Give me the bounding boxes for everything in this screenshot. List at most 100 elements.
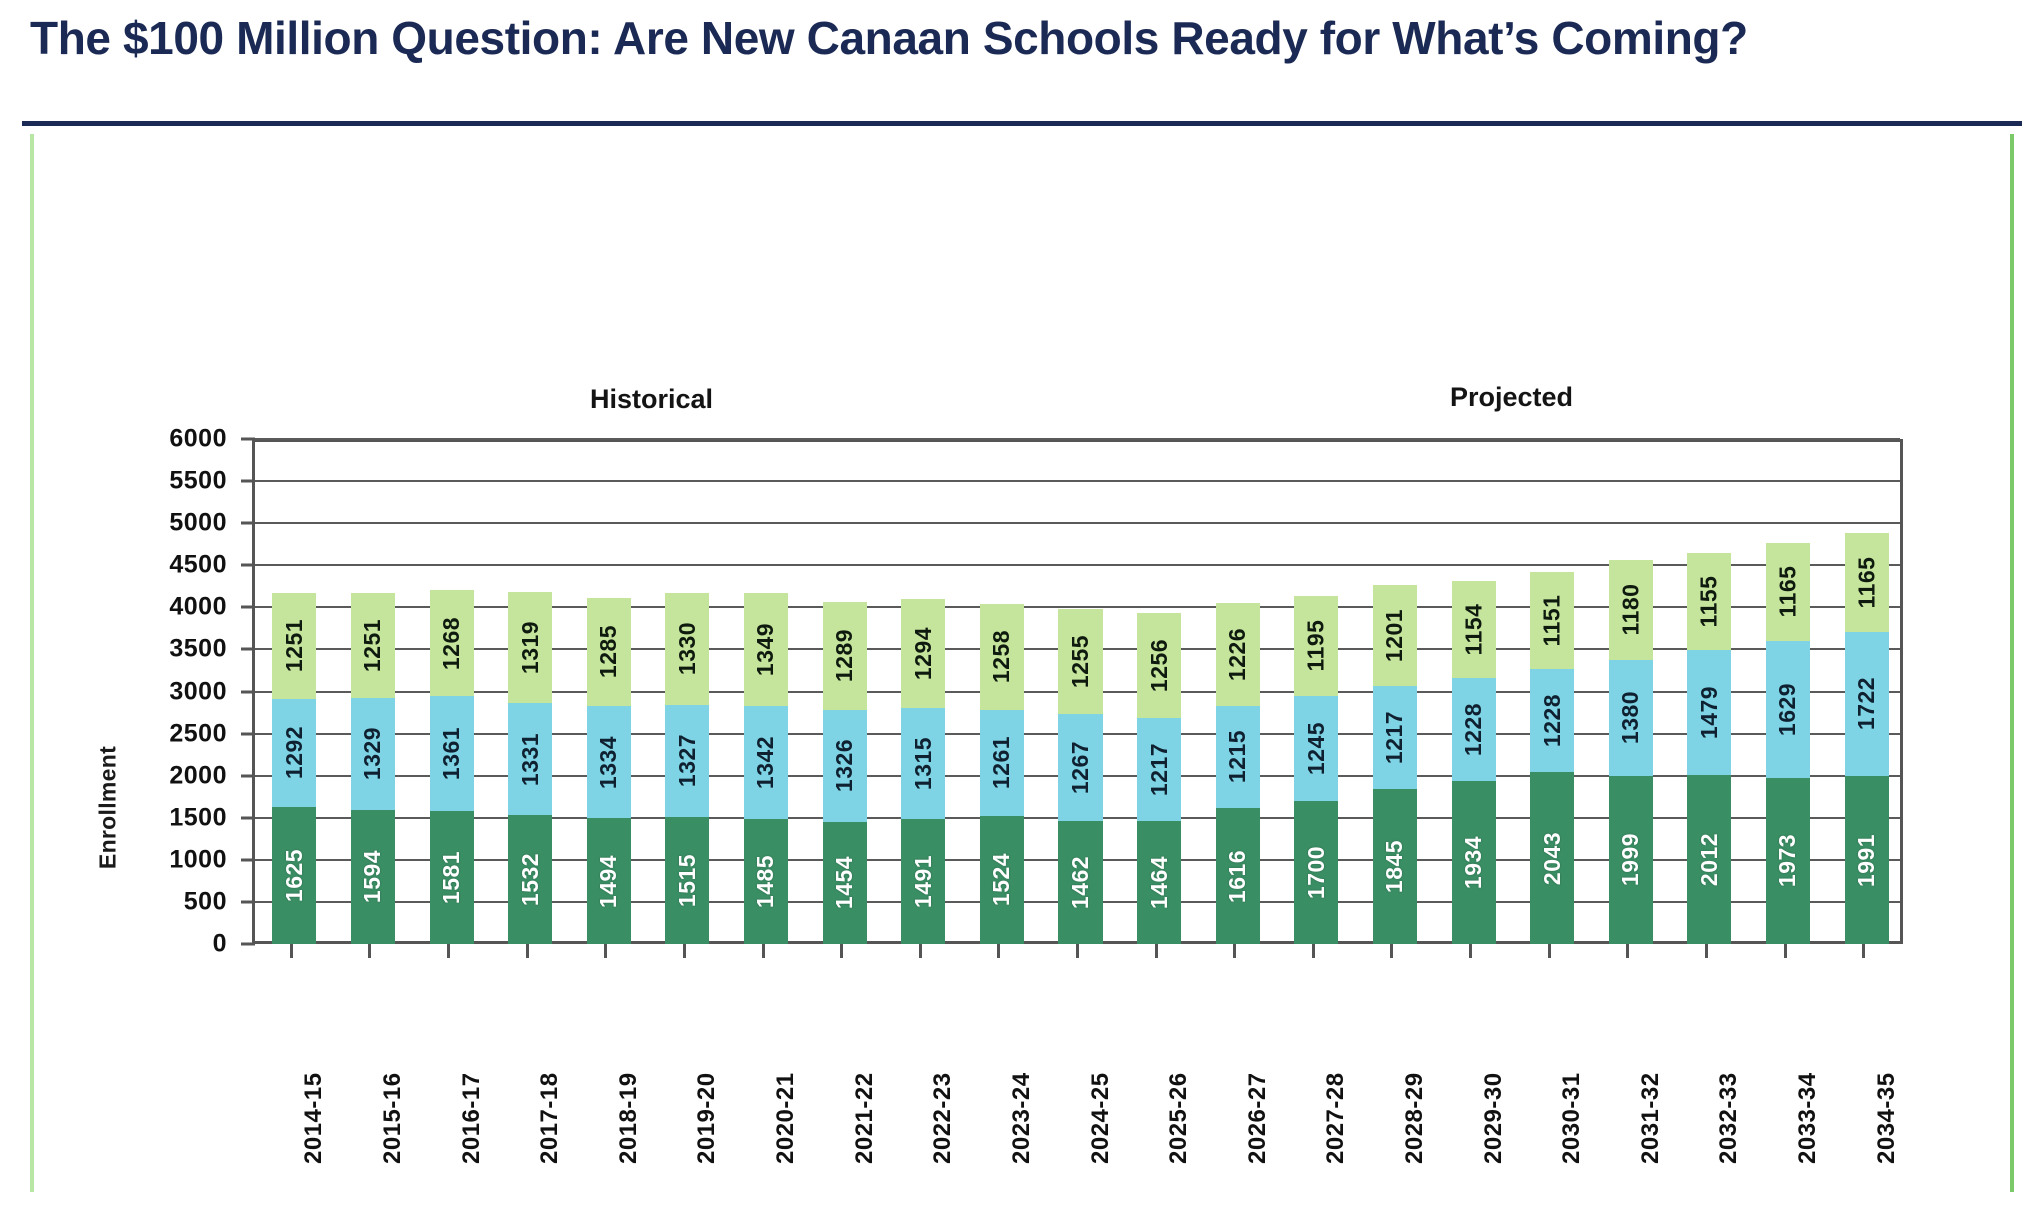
x-tick-mark bbox=[1076, 944, 1079, 958]
bar-segment-middle[interactable]: 1315 bbox=[901, 707, 946, 819]
bar-segment-middle[interactable]: 1215 bbox=[1215, 705, 1260, 808]
bar-segment-middle[interactable]: 1629 bbox=[1766, 640, 1811, 778]
bar-value-label: 1494 bbox=[595, 854, 622, 908]
bar-segment-elementary[interactable]: 1462 bbox=[1058, 820, 1103, 944]
bar-value-label: 1226 bbox=[1224, 627, 1251, 681]
bar-group[interactable]: 1462 1267 1255 bbox=[1058, 608, 1103, 944]
bar-segment-elementary[interactable]: 1532 bbox=[508, 815, 553, 944]
bar-segment-high[interactable]: 1201 bbox=[1372, 585, 1417, 687]
bar-group[interactable]: 1999 1380 1180 bbox=[1608, 560, 1653, 944]
bar-segment-elementary[interactable]: 1616 bbox=[1215, 808, 1260, 944]
bar-value-label: 1329 bbox=[359, 727, 386, 781]
gridline bbox=[255, 606, 1900, 609]
bar-group[interactable]: 1594 1329 1251 bbox=[350, 592, 395, 944]
bar-segment-high[interactable]: 1319 bbox=[508, 592, 553, 704]
bar-group[interactable]: 1485 1342 1349 bbox=[744, 592, 789, 944]
bar-group[interactable]: 1616 1215 1226 bbox=[1215, 602, 1260, 944]
bar-segment-high[interactable]: 1294 bbox=[901, 598, 946, 708]
bar-value-label: 1380 bbox=[1617, 691, 1644, 745]
bar-group[interactable]: 1581 1361 1268 bbox=[429, 589, 474, 944]
bar-group[interactable]: 1973 1629 1165 bbox=[1766, 542, 1811, 944]
bar-segment-middle[interactable]: 1292 bbox=[272, 698, 317, 808]
bar-group[interactable]: 2043 1228 1151 bbox=[1530, 571, 1575, 944]
bar-segment-high[interactable]: 1165 bbox=[1766, 542, 1811, 641]
bar-segment-elementary[interactable]: 1581 bbox=[429, 810, 474, 944]
bar-segment-middle[interactable]: 1217 bbox=[1137, 718, 1182, 821]
bar-segment-high[interactable]: 1155 bbox=[1687, 553, 1732, 651]
bar-segment-middle[interactable]: 1228 bbox=[1451, 677, 1496, 782]
bar-segment-high[interactable]: 1268 bbox=[429, 589, 474, 697]
x-tick-label: 2015-16 bbox=[378, 1072, 406, 1164]
bar-segment-middle[interactable]: 1261 bbox=[979, 709, 1024, 816]
bar-group[interactable]: 1454 1326 1289 bbox=[822, 601, 867, 944]
x-tick-label: 2014-15 bbox=[300, 1072, 328, 1164]
bar-segment-high[interactable]: 1180 bbox=[1608, 560, 1653, 660]
bar-segment-middle[interactable]: 1245 bbox=[1294, 696, 1339, 801]
bar-segment-middle[interactable]: 1380 bbox=[1608, 659, 1653, 776]
bar-segment-middle[interactable]: 1722 bbox=[1844, 631, 1889, 777]
bar-segment-middle[interactable]: 1217 bbox=[1372, 686, 1417, 789]
bar-group[interactable]: 1532 1331 1319 bbox=[508, 592, 553, 944]
x-tick-mark bbox=[1862, 944, 1866, 958]
bar-group[interactable]: 2012 1479 1155 bbox=[1687, 553, 1732, 944]
bar-segment-elementary[interactable]: 1999 bbox=[1608, 775, 1653, 944]
projected-period-label: Projected bbox=[1450, 382, 1574, 412]
bar-segment-elementary[interactable]: 1491 bbox=[901, 818, 946, 944]
bar-segment-elementary[interactable]: 1454 bbox=[822, 821, 867, 944]
bar-segment-elementary[interactable]: 1973 bbox=[1766, 777, 1811, 944]
bar-segment-middle[interactable]: 1326 bbox=[822, 710, 867, 822]
bar-group[interactable]: 1515 1327 1330 bbox=[665, 592, 710, 944]
bar-group[interactable]: 1524 1261 1258 bbox=[979, 603, 1024, 944]
bar-segment-middle[interactable]: 1479 bbox=[1687, 650, 1732, 775]
bar-value-label: 1217 bbox=[1145, 742, 1172, 797]
bar-segment-elementary[interactable]: 1700 bbox=[1294, 800, 1339, 944]
bar-segment-elementary[interactable]: 1515 bbox=[665, 816, 710, 944]
bar-segment-middle[interactable]: 1327 bbox=[665, 704, 710, 817]
bar-segment-high[interactable]: 1256 bbox=[1137, 612, 1182, 719]
y-tick-label: 4500 bbox=[169, 550, 227, 579]
bar-group[interactable]: 1700 1245 1195 bbox=[1294, 595, 1339, 944]
bar-segment-elementary[interactable]: 1524 bbox=[979, 815, 1024, 944]
bar-group[interactable]: 1934 1228 1154 bbox=[1451, 580, 1496, 944]
bar-segment-middle[interactable]: 1334 bbox=[586, 706, 631, 819]
bar-segment-high[interactable]: 1165 bbox=[1844, 533, 1889, 632]
bar-segment-high[interactable]: 1258 bbox=[979, 603, 1024, 710]
bar-segment-middle[interactable]: 1329 bbox=[350, 698, 395, 810]
bar-segment-high[interactable]: 1255 bbox=[1058, 608, 1103, 715]
bar-segment-high[interactable]: 1226 bbox=[1215, 602, 1260, 706]
x-tick-label: 2026-27 bbox=[1243, 1072, 1271, 1164]
bar-segment-elementary[interactable]: 1494 bbox=[586, 818, 631, 944]
bar-segment-middle[interactable]: 1361 bbox=[429, 696, 474, 811]
bar-segment-high[interactable]: 1251 bbox=[350, 592, 395, 698]
bar-segment-high[interactable]: 1151 bbox=[1530, 571, 1575, 669]
bar-segment-high[interactable]: 1349 bbox=[744, 592, 789, 707]
bar-segment-middle[interactable]: 1267 bbox=[1058, 714, 1103, 821]
bar-group[interactable]: 1845 1217 1201 bbox=[1372, 585, 1417, 944]
bar-segment-elementary[interactable]: 1845 bbox=[1372, 788, 1417, 944]
bar-group[interactable]: 1494 1334 1285 bbox=[586, 597, 631, 944]
bar-segment-middle[interactable]: 1331 bbox=[508, 703, 553, 816]
bar-group[interactable]: 1491 1315 1294 bbox=[901, 598, 946, 944]
bar-group[interactable]: 1464 1217 1256 bbox=[1137, 612, 1182, 944]
bar-segment-high[interactable]: 1154 bbox=[1451, 580, 1496, 678]
bar-segment-middle[interactable]: 1342 bbox=[744, 706, 789, 820]
bar-segment-elementary[interactable]: 2043 bbox=[1530, 772, 1575, 944]
bar-segment-high[interactable]: 1330 bbox=[665, 592, 710, 705]
bar-segment-high[interactable]: 1195 bbox=[1294, 595, 1339, 697]
bar-segment-elementary[interactable]: 2012 bbox=[1687, 774, 1732, 944]
bar-segment-middle[interactable]: 1228 bbox=[1530, 668, 1575, 773]
bar-value-label: 1255 bbox=[1066, 634, 1093, 689]
bar-segment-elementary[interactable]: 1934 bbox=[1451, 781, 1496, 944]
bar-segment-elementary[interactable]: 1991 bbox=[1844, 776, 1889, 944]
bar-segment-elementary[interactable]: 1625 bbox=[272, 807, 317, 944]
bar-group[interactable]: 1625 1292 1251 bbox=[272, 593, 317, 944]
bar-segment-high[interactable]: 1289 bbox=[822, 601, 867, 711]
bar-segment-elementary[interactable]: 1485 bbox=[744, 819, 789, 944]
bar-group[interactable]: 1991 1722 1165 bbox=[1844, 533, 1889, 944]
bar-segment-elementary[interactable]: 1464 bbox=[1137, 820, 1182, 944]
y-tick-mark bbox=[241, 479, 255, 483]
x-tick-label: 2018-19 bbox=[614, 1072, 642, 1164]
bar-segment-elementary[interactable]: 1594 bbox=[350, 809, 395, 944]
bar-segment-high[interactable]: 1251 bbox=[272, 593, 317, 699]
bar-segment-high[interactable]: 1285 bbox=[586, 597, 631, 706]
